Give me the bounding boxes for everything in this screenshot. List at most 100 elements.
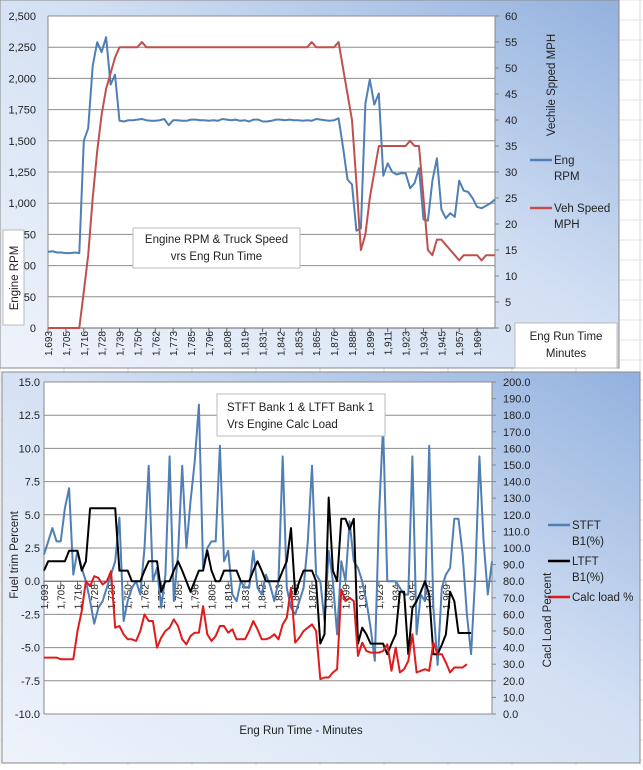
x-tick-label: 1,785 <box>174 584 185 609</box>
x-tick-label: 1,728 <box>90 584 101 609</box>
y2-tick-label: 180.0 <box>503 410 531 422</box>
x-tick-label: 1,911 <box>384 331 395 356</box>
y2-tick-label: 70.0 <box>503 593 524 605</box>
x-tick-label: 1,762 <box>151 331 162 356</box>
x-tick-label: 1,796 <box>191 584 202 609</box>
y2-tick-label: 35 <box>505 141 517 153</box>
legend-label: LTFT <box>572 556 599 568</box>
y-axis-title: Engine RPM <box>9 246 21 311</box>
x-tick-label: 1,876 <box>330 331 341 356</box>
legend-label: MPH <box>554 219 580 231</box>
x-tick-label: 1,969 <box>473 331 484 356</box>
x-axis-title: Eng Run Time - Minutes <box>239 725 363 737</box>
y-tick-label: 1,500 <box>8 136 36 148</box>
y2-tick-label: 130.0 <box>503 493 531 505</box>
x-tick-label: 1,911 <box>358 584 369 609</box>
y-tick-label: -5.0 <box>21 643 40 655</box>
x-tick-label: 1,865 <box>312 331 323 356</box>
x-tick-label: 1,957 <box>425 584 436 609</box>
y2-tick-label: 50 <box>505 63 517 75</box>
y2-tick-label: 10.0 <box>503 692 524 704</box>
y-tick-label: 1,750 <box>8 105 36 117</box>
y-tick-label: 1,250 <box>8 167 36 179</box>
x-tick-label: 1,693 <box>44 331 55 356</box>
y2-tick-label: 55 <box>505 37 517 49</box>
y2-tick-label: 100.0 <box>503 543 531 555</box>
y-tick-label: -2.5 <box>21 609 40 621</box>
x-tick-label: 1,934 <box>392 584 403 609</box>
y-tick-label: 2.5 <box>25 543 40 555</box>
x-tick-label: 1,808 <box>223 331 234 356</box>
chart-title: vrs Eng Run Time <box>171 251 262 263</box>
x-tick-label: 1,831 <box>259 331 270 356</box>
x-tick-label: 1,899 <box>341 584 352 609</box>
legend-label: Calc load % <box>572 592 633 604</box>
fuel-trim-chart[interactable]: -10.0 -7.5 -5.0 -2.5 0.0 2.5 5.0 7.5 10.0 12.5 15.… <box>1 371 641 764</box>
x-tick-label: 1,728 <box>98 331 109 356</box>
chart-title: Engine RPM & Truck Speed <box>145 234 288 246</box>
x-tick-label: 1,716 <box>73 584 84 609</box>
series-line-stft-b1[interactable] <box>43 403 493 666</box>
legend-label: Veh Speed <box>554 203 610 215</box>
y-axis-title-box <box>2 229 25 326</box>
y2-tick-label: 45 <box>505 89 517 101</box>
y2-tick-label: 50.0 <box>503 626 524 638</box>
x-tick-label: 1,705 <box>62 331 73 356</box>
x-tick-label: 1,739 <box>116 331 127 356</box>
y2-tick-label: 110.0 <box>503 526 530 538</box>
x-axis-title-box <box>514 322 618 369</box>
x-tick-label: 1,945 <box>408 584 419 609</box>
x-tick-label: 1,923 <box>402 331 413 356</box>
x-axis-title: Minutes <box>546 348 587 360</box>
series-line-eng-rpm[interactable] <box>47 36 496 255</box>
y-tick-label: 2,250 <box>8 42 36 54</box>
series-line-ltft-b1[interactable] <box>43 496 472 656</box>
y2-tick-label: 10 <box>505 271 517 283</box>
legend-label: RPM <box>554 171 580 183</box>
y2-tick-label: 25 <box>505 193 517 205</box>
x-tick-label: 1,969 <box>442 584 453 609</box>
y2-tick-label: 40.0 <box>503 643 524 655</box>
x-tick-label: 1,865 <box>291 584 302 609</box>
x-tick-label: 1,705 <box>57 584 68 609</box>
x-tick-label: 1,819 <box>241 331 252 356</box>
legend-label: Eng <box>554 155 574 167</box>
y-tick-label: 15.0 <box>19 377 40 389</box>
y-tick-label: 1,000 <box>8 198 36 210</box>
x-tick-label: 1,831 <box>241 584 252 609</box>
chart-title: Vrs Engine Calc Load <box>227 419 338 431</box>
series-line-veh-speed-mph[interactable] <box>48 41 495 329</box>
legend-label: B1(%) <box>572 536 604 548</box>
y-tick-label: 12.5 <box>19 410 40 422</box>
x-tick-label: 1,934 <box>419 331 430 356</box>
series-line-calc-load[interactable] <box>44 570 468 681</box>
x-tick-label: 1,716 <box>80 331 91 356</box>
y2-tick-label: 90.0 <box>503 560 524 572</box>
x-tick-label: 1,945 <box>437 331 448 356</box>
x-tick-label: 1,923 <box>375 584 386 609</box>
y2-tick-label: 40 <box>505 115 517 127</box>
y2-tick-label: 150.0 <box>503 460 531 472</box>
y2-tick-label: 190.0 <box>503 394 531 406</box>
y2-axis-title: Cacl Load Percent <box>542 572 554 667</box>
y-tick-label: 2,500 <box>8 11 36 23</box>
y2-tick-label: 30 <box>505 167 517 179</box>
x-tick-label: 1,842 <box>276 331 287 356</box>
y2-tick-label: 120.0 <box>503 510 531 522</box>
y2-tick-label: 60.0 <box>503 609 524 621</box>
legend-label: STFT <box>572 520 601 532</box>
y2-tick-label: 30.0 <box>503 659 524 671</box>
x-tick-label: 1,842 <box>258 584 269 609</box>
y2-tick-label: 170.0 <box>503 427 531 439</box>
chart-title-box <box>216 393 386 437</box>
x-tick-label: 1,899 <box>366 331 377 356</box>
x-tick-label: 1,957 <box>455 331 466 356</box>
y-tick-label: -7.5 <box>21 676 40 688</box>
x-tick-label: 1,853 <box>274 584 285 609</box>
y-tick-label: -10.0 <box>15 709 40 721</box>
x-tick-label: 1,853 <box>294 331 305 356</box>
rpm-speed-chart[interactable]: 02505007501,0001,2501,5001,7502,0002,250… <box>0 0 620 369</box>
y2-tick-label: 20 <box>505 219 517 231</box>
chart-title-box <box>132 227 301 269</box>
